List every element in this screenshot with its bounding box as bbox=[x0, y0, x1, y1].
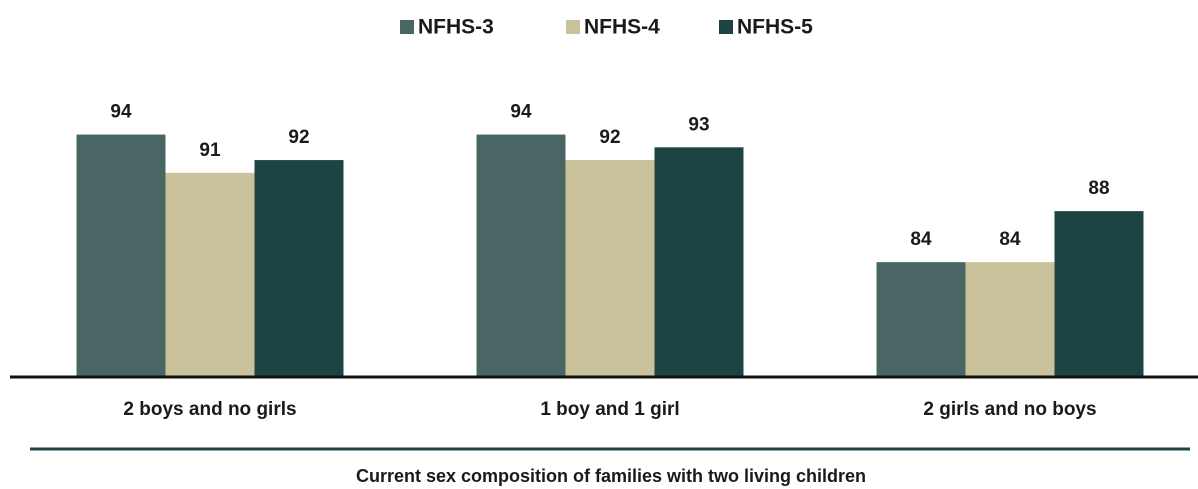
bar bbox=[76, 134, 166, 377]
bar bbox=[965, 262, 1055, 377]
legend-swatch bbox=[400, 20, 414, 34]
legend-label: NFHS-4 bbox=[584, 16, 660, 39]
value-label: 91 bbox=[199, 140, 221, 161]
bar bbox=[1054, 211, 1144, 377]
bar bbox=[254, 160, 344, 377]
value-label: 93 bbox=[688, 114, 709, 135]
value-label: 84 bbox=[999, 229, 1021, 250]
x-tick-label: 2 girls and no boys bbox=[923, 399, 1096, 420]
bar bbox=[476, 134, 566, 377]
bar bbox=[165, 172, 255, 377]
legend-swatch bbox=[719, 20, 733, 34]
value-label: 92 bbox=[288, 127, 309, 148]
bar bbox=[654, 147, 744, 377]
value-label: 94 bbox=[110, 102, 132, 123]
x-tick-label: 2 boys and no girls bbox=[123, 399, 296, 420]
value-label: 84 bbox=[910, 229, 932, 250]
legend-label: NFHS-5 bbox=[737, 16, 813, 39]
bar bbox=[876, 262, 966, 377]
value-label: 92 bbox=[599, 127, 620, 148]
value-label: 94 bbox=[510, 102, 532, 123]
legend-label: NFHS-3 bbox=[418, 16, 494, 39]
value-label: 88 bbox=[1088, 178, 1109, 199]
x-tick-label: 1 boy and 1 girl bbox=[540, 399, 679, 420]
legend-swatch bbox=[566, 20, 580, 34]
x-axis-title: Current sex composition of families with… bbox=[356, 466, 866, 486]
bar bbox=[565, 160, 655, 377]
